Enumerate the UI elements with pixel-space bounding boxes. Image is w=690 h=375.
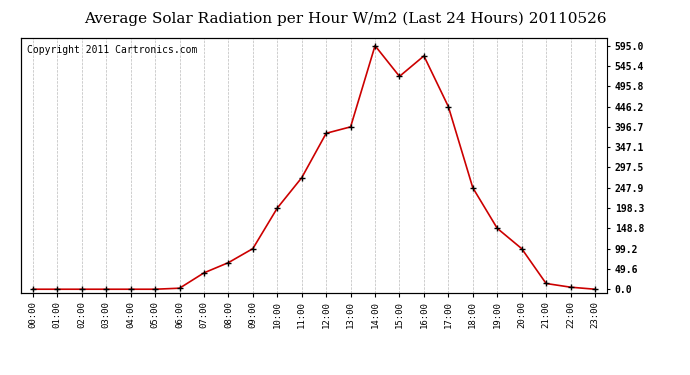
Text: Copyright 2011 Cartronics.com: Copyright 2011 Cartronics.com	[26, 45, 197, 55]
Text: Average Solar Radiation per Hour W/m2 (Last 24 Hours) 20110526: Average Solar Radiation per Hour W/m2 (L…	[83, 11, 607, 26]
